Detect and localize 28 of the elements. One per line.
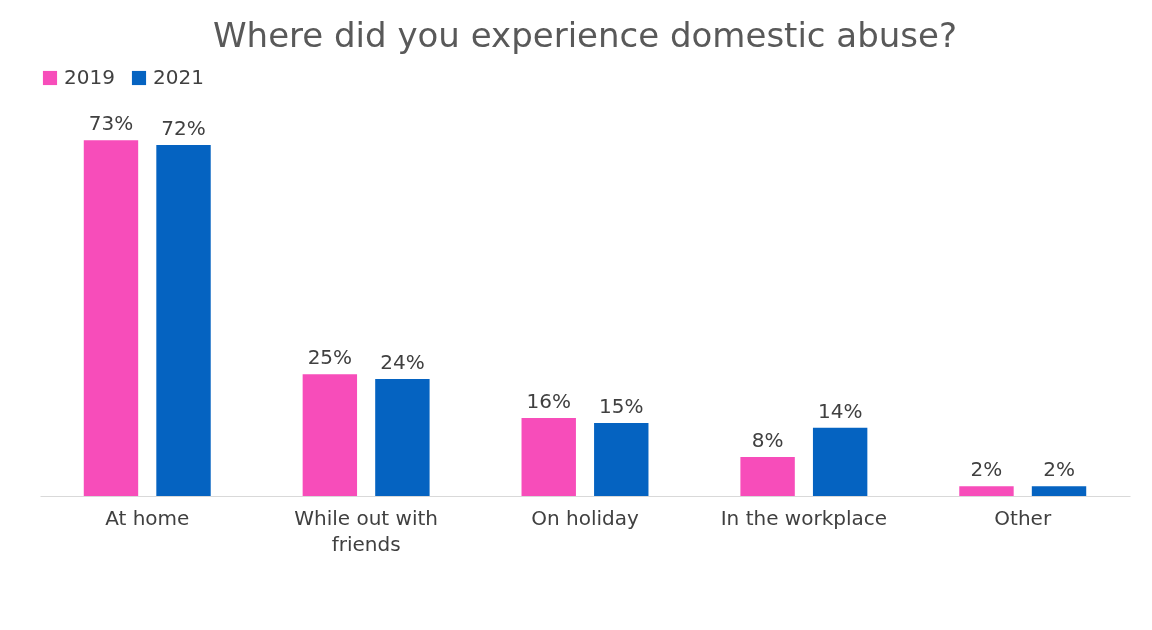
data-label: 16% [526, 389, 571, 413]
bar [375, 379, 430, 496]
data-label: 2% [1043, 457, 1075, 482]
x-tick-label: At home [105, 505, 190, 530]
legend-label: 2019 [64, 65, 115, 89]
bar [740, 457, 795, 496]
x-tick-label: In the workplace [720, 505, 888, 530]
data-label: 72% [161, 116, 206, 140]
data-label: 24% [380, 350, 425, 374]
data-label: 25% [307, 345, 353, 370]
x-tick-label: Other [994, 505, 1052, 530]
bar [594, 422, 649, 496]
bar [156, 145, 211, 496]
legend-label: 2021 [153, 65, 204, 89]
data-label: 15% [599, 393, 644, 418]
data-label: 73% [88, 111, 134, 136]
bar [959, 486, 1014, 496]
bar [302, 374, 358, 496]
data-label: 2% [970, 457, 1003, 482]
data-label: 14% [817, 398, 863, 423]
bar [1031, 486, 1087, 496]
bar [812, 427, 868, 496]
bar [83, 140, 139, 496]
bar [521, 418, 576, 496]
data-label: 8% [751, 428, 784, 452]
x-tick-label: On holiday [531, 505, 639, 530]
chart-title: Where did you experience domestic abuse? [212, 15, 958, 55]
x-tick-label: While out with friends [294, 505, 439, 556]
